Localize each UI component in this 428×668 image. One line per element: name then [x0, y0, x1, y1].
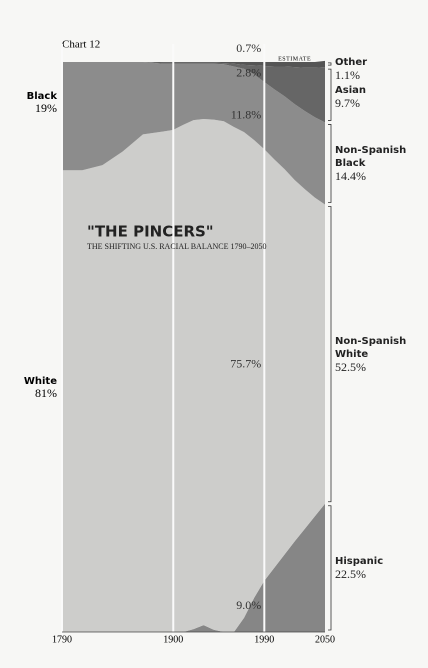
- legend-name: Other: [335, 57, 368, 68]
- legend-value: 22.5%: [335, 566, 366, 581]
- legend-entry: Hispanic 22.5%: [335, 555, 425, 581]
- bracket: [328, 206, 332, 503]
- bracket: [328, 124, 332, 203]
- legend-name: Hispanic: [335, 555, 384, 567]
- area: [62, 119, 325, 632]
- legend-entry: Non-Spanish Black 14.4%: [335, 144, 425, 183]
- legend-value: 9.7%: [335, 96, 360, 110]
- x-tick-label: 1900: [163, 634, 183, 645]
- subtitle: THE SHIFTING U.S. RACIAL BALANCE 1790–20…: [87, 242, 266, 251]
- value-label: 75.7%: [230, 357, 261, 371]
- x-tick-label: 1790: [52, 634, 72, 645]
- value-label: 0.7%: [236, 41, 261, 55]
- legend-value: 14.4%: [335, 168, 366, 183]
- start-name: Black: [27, 91, 58, 102]
- chart-label: Chart 12: [62, 39, 100, 51]
- start-value: 19%: [35, 101, 57, 115]
- legend-name: Non-Spanish Black: [335, 144, 407, 169]
- area: [62, 62, 325, 205]
- legend-entry: Other 1.1%: [335, 56, 425, 82]
- legend-entry: Asian 9.7%: [335, 84, 425, 110]
- legend-entry: Non-Spanish White 52.5%: [335, 335, 425, 374]
- start-value: 81%: [35, 386, 57, 400]
- area: [62, 60, 325, 68]
- x-tick-label: 1990: [254, 634, 274, 645]
- area: [62, 503, 325, 632]
- legend-value: 52.5%: [335, 359, 366, 374]
- legend-name: Non-Spanish White: [335, 335, 407, 360]
- bracket: [328, 62, 332, 66]
- value-label: 9.0%: [236, 598, 261, 612]
- bracket: [328, 68, 332, 121]
- value-label: 2.8%: [236, 66, 261, 80]
- x-tick-label: 2050: [315, 634, 335, 645]
- legend-value: 1.1%: [335, 68, 360, 82]
- estimate-label: ESTIMATE: [278, 56, 311, 62]
- bracket: [328, 505, 332, 631]
- area: [62, 62, 325, 123]
- value-label: 11.8%: [231, 107, 262, 121]
- title: "THE PINCERS": [87, 223, 214, 241]
- legend-name: Asian: [335, 85, 366, 96]
- start-name: White: [24, 376, 57, 387]
